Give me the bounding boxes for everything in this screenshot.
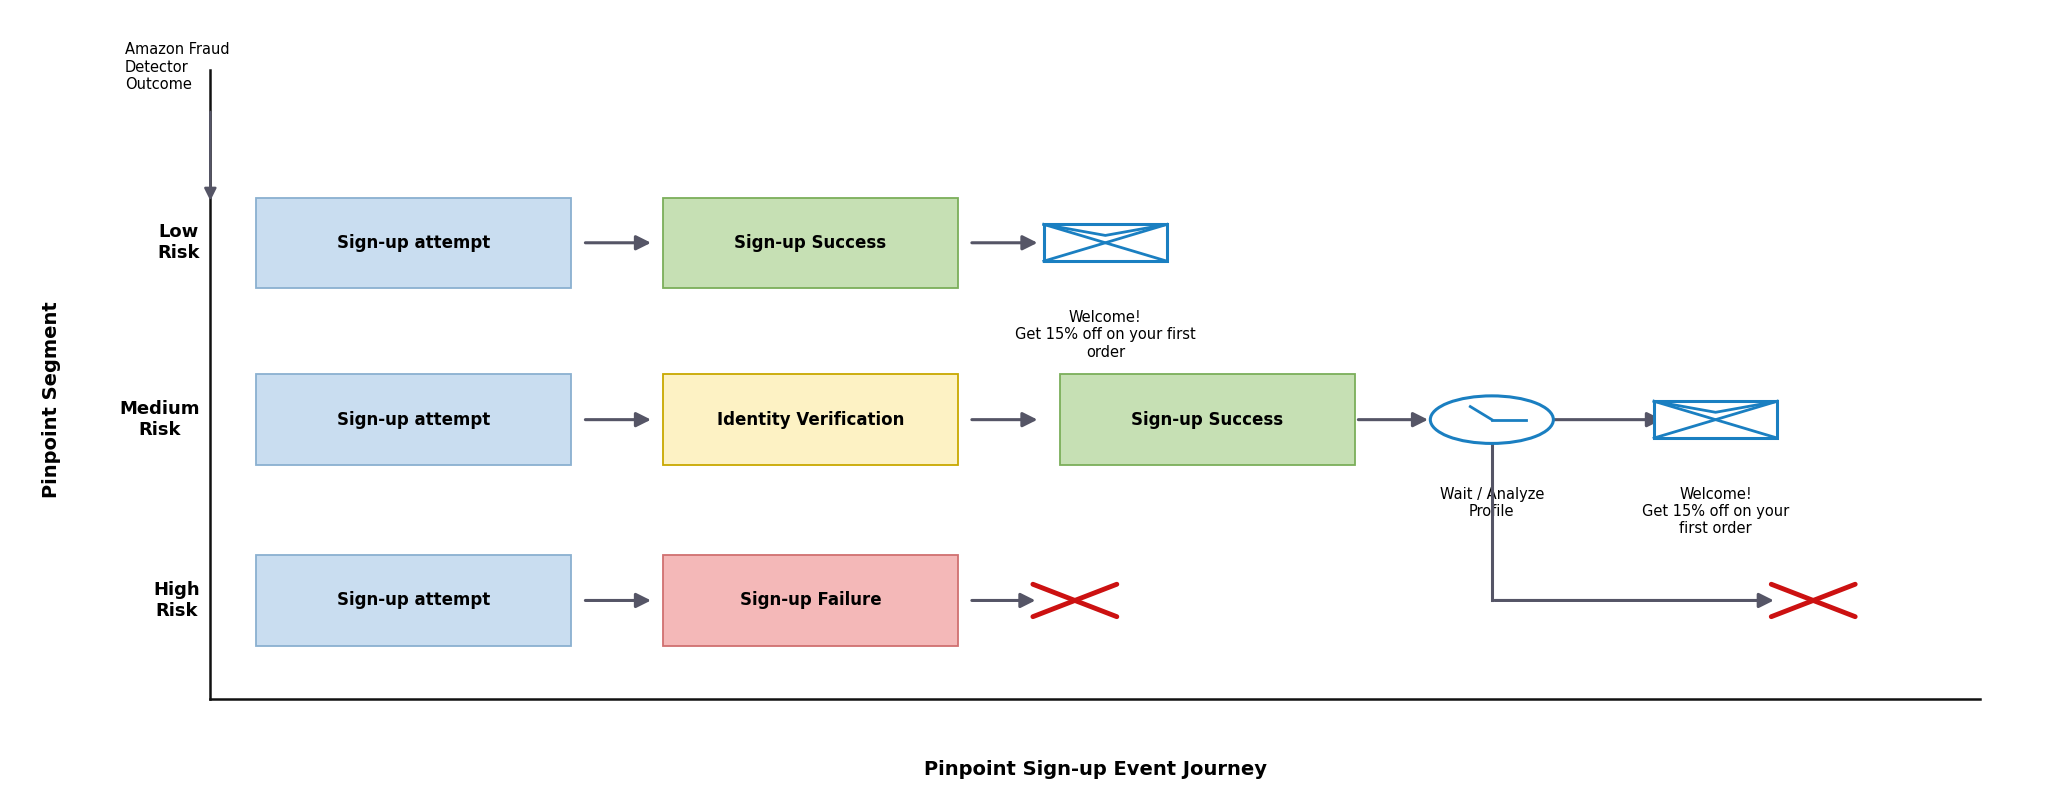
FancyBboxPatch shape — [664, 555, 958, 646]
Text: Low
Risk: Low Risk — [158, 223, 201, 262]
Circle shape — [1430, 396, 1552, 443]
Bar — [1655, 402, 1778, 438]
Text: Welcome!
Get 15% off on your
first order: Welcome! Get 15% off on your first order — [1642, 486, 1790, 537]
Text: Sign-up Failure: Sign-up Failure — [739, 591, 881, 610]
FancyBboxPatch shape — [256, 555, 571, 646]
FancyBboxPatch shape — [256, 198, 571, 288]
Text: Sign-up Success: Sign-up Success — [735, 234, 887, 252]
FancyBboxPatch shape — [664, 198, 958, 288]
Text: Medium
Risk: Medium Risk — [119, 400, 201, 439]
Text: Pinpoint Segment: Pinpoint Segment — [43, 302, 61, 498]
Text: Identity Verification: Identity Verification — [717, 410, 903, 429]
Bar — [1044, 225, 1167, 261]
Text: Welcome!
Get 15% off on your first
order: Welcome! Get 15% off on your first order — [1016, 310, 1196, 359]
FancyBboxPatch shape — [256, 374, 571, 465]
Text: High
Risk: High Risk — [154, 581, 201, 620]
Text: Sign-up Success: Sign-up Success — [1130, 410, 1284, 429]
Text: Pinpoint Sign-up Event Journey: Pinpoint Sign-up Event Journey — [924, 760, 1268, 779]
FancyBboxPatch shape — [1059, 374, 1354, 465]
Text: Amazon Fraud
Detector
Outcome: Amazon Fraud Detector Outcome — [125, 42, 229, 92]
Text: Sign-up attempt: Sign-up attempt — [338, 410, 489, 429]
Text: Wait / Analyze
Profile: Wait / Analyze Profile — [1440, 486, 1544, 519]
Text: Sign-up attempt: Sign-up attempt — [338, 234, 489, 252]
Text: Sign-up attempt: Sign-up attempt — [338, 591, 489, 610]
FancyBboxPatch shape — [664, 374, 958, 465]
